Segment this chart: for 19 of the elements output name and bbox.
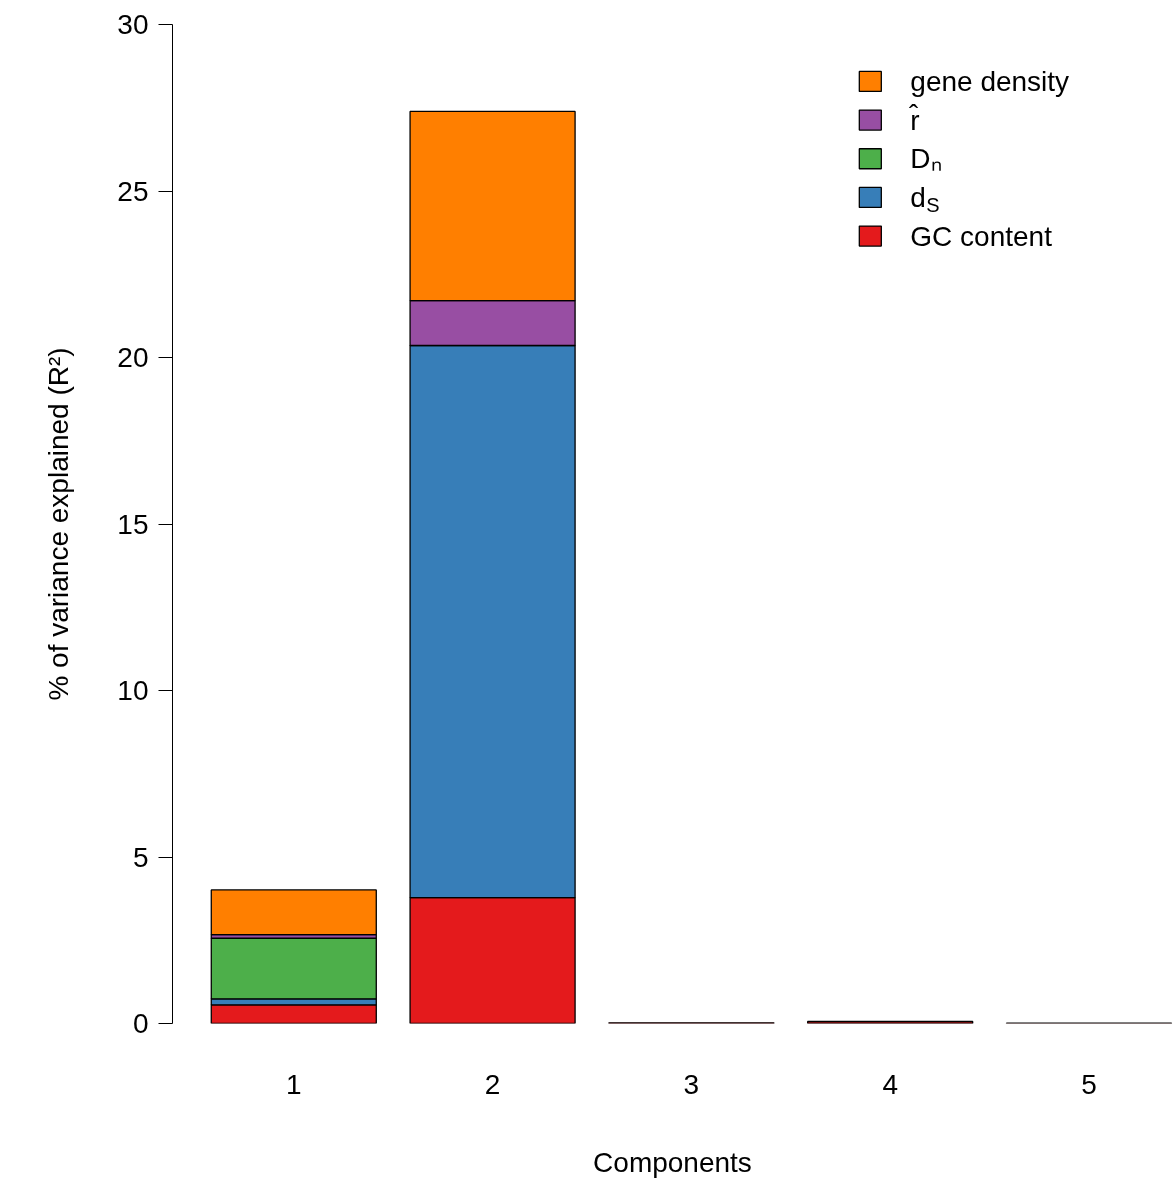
y-tick-label: 20	[117, 342, 149, 373]
x-tick-label: 3	[683, 1068, 700, 1100]
x-tick-label: 4	[882, 1068, 898, 1100]
y-tick-label: 25	[117, 175, 149, 207]
x-tick-label: 1	[285, 1068, 302, 1100]
y-axis-title: % of variance explained (R²)	[43, 347, 75, 701]
x-tick-label: 2	[484, 1068, 501, 1100]
y-tick-label: 15	[117, 508, 149, 540]
x-tick-label: 5	[1081, 1068, 1097, 1100]
y-tick-label: 30	[117, 9, 149, 40]
legend-label: GC content	[910, 220, 1053, 252]
y-tick-label: 10	[117, 675, 149, 706]
y-tick-label: 0	[132, 1008, 149, 1039]
legend-label: r̂	[908, 104, 920, 136]
legend-label: gene density	[910, 65, 1070, 97]
y-tick-label: 5	[132, 841, 149, 873]
legend-label: Dₙ	[910, 143, 942, 175]
x-axis-title: Components	[593, 1146, 752, 1178]
bar	[210, 889, 377, 936]
